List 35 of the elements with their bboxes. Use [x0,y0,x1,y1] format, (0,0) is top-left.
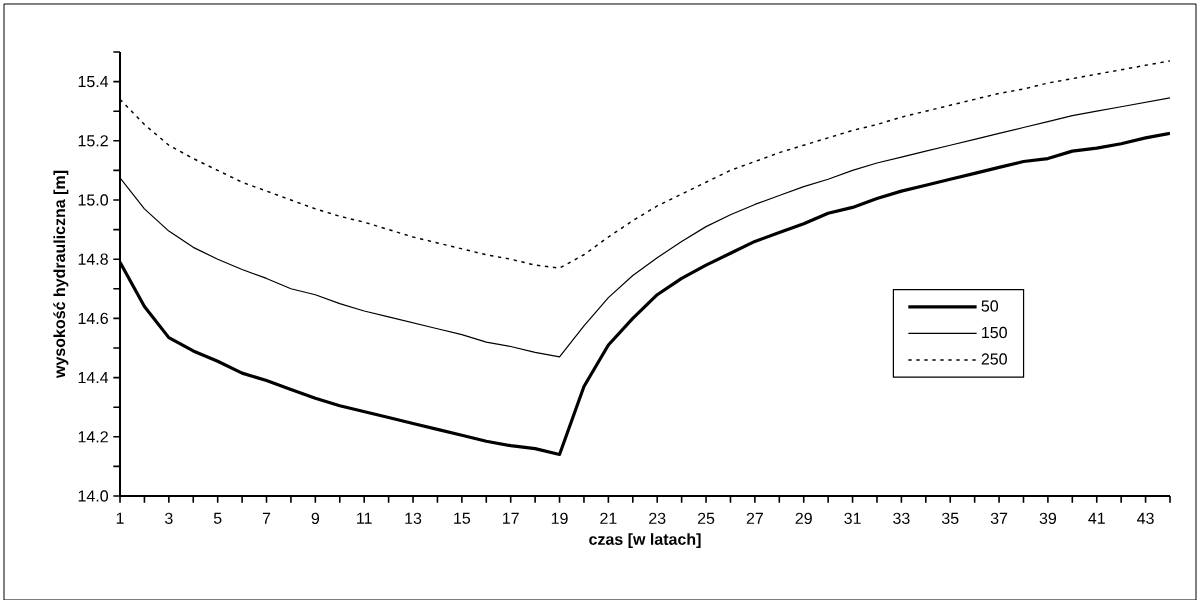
x-tick-label: 35 [941,512,959,524]
x-tick-label: 21 [600,512,617,524]
y-tick-label: 14.2 [78,430,108,443]
x-tick-label: 9 [311,512,320,524]
y-tick-label: 15.2 [78,134,108,147]
y-tick-label: 14.0 [78,490,109,502]
x-tick-label: 11 [357,512,372,524]
x-tick-label: 3 [165,512,173,524]
y-tick-label: 14.8 [78,253,108,265]
x-tick-label: 1 [116,512,124,524]
x-axis-title: czas [w latach] [589,532,701,548]
x-tick-label: 33 [893,512,910,524]
y-axis-title: wysokość hydrauliczna [m] [53,170,69,378]
y-tick-label: 15.0 [78,194,109,206]
x-tick-label: 43 [1137,512,1154,524]
x-tick-label: 13 [405,512,422,524]
y-tick-label: 14.6 [78,312,108,324]
x-tick-label: 25 [697,512,715,524]
x-tick-label: 23 [649,512,666,524]
x-tick-label: 37 [990,512,1008,524]
x-tick-label: 41 [1088,512,1105,524]
x-tick-label: 27 [746,512,763,524]
x-tick-label: 17 [503,512,519,524]
x-tick-label: 19 [551,512,568,524]
x-tick-label: 15 [454,512,471,524]
x-tick-label: 5 [213,512,222,524]
y-tick-label: 14.4 [78,371,109,383]
legend-label: 150 [982,326,1007,338]
x-tick-label: 7 [262,512,271,524]
x-tick-label: 31 [844,512,861,524]
x-tick-label: 39 [1039,512,1057,524]
x-tick-label: 29 [795,512,812,524]
y-tick-label: 15.4 [78,75,109,87]
legend-label: 50 [981,300,999,312]
legend-label: 250 [981,353,1007,365]
